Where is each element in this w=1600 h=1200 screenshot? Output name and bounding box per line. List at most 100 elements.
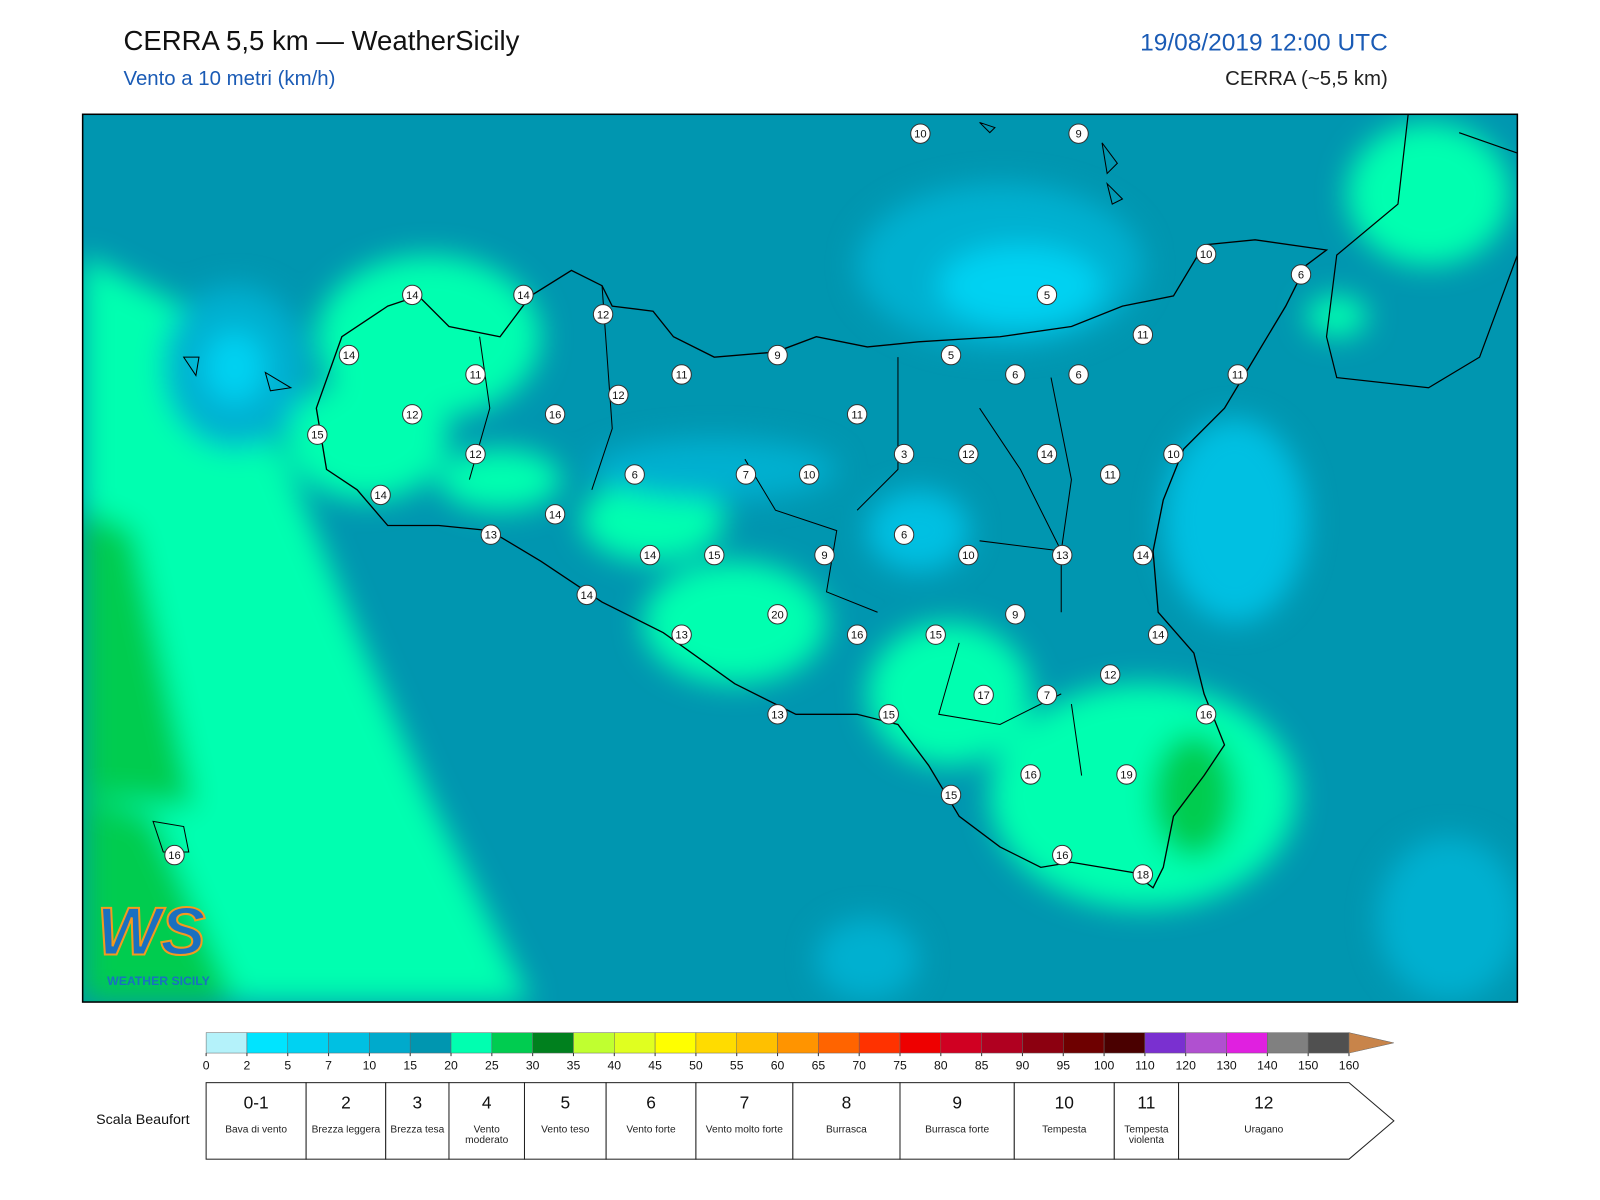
- color-box: [1144, 1032, 1186, 1054]
- color-box: [1185, 1032, 1227, 1054]
- station-value: 10: [962, 550, 974, 562]
- color-box: [1267, 1032, 1309, 1054]
- station-marker: [1005, 604, 1026, 625]
- colorbar-tick-label: 45: [648, 1059, 662, 1073]
- station-marker: [1068, 364, 1089, 385]
- color-box: [818, 1032, 860, 1054]
- station-value: 14: [1152, 630, 1164, 642]
- station-marker: [878, 704, 899, 725]
- station-value: 10: [914, 129, 926, 141]
- color-box: [409, 1032, 452, 1054]
- field-shading: [82, 122, 1518, 1003]
- station-marker: [973, 684, 994, 706]
- station-marker: [1195, 704, 1217, 725]
- colorbar-tick-label: 70: [852, 1059, 866, 1073]
- beaufort-label-box: Vento teso: [541, 1126, 589, 1136]
- beaufort-cell: [385, 1082, 450, 1160]
- station-value: 9: [1075, 129, 1081, 141]
- station-value: 10: [1167, 449, 1179, 461]
- station-value: 14: [644, 550, 656, 562]
- station-value: 14: [343, 350, 355, 362]
- station-value: 14: [406, 290, 418, 302]
- station-marker: [958, 443, 979, 465]
- beaufort-cell: [1178, 1082, 1395, 1160]
- station-value: 6: [1012, 369, 1018, 381]
- beaufort-cell: [305, 1082, 387, 1160]
- station-marker: [624, 464, 645, 485]
- station-value: 16: [1056, 850, 1068, 862]
- beaufort-label-box: Burrasca: [826, 1125, 867, 1136]
- color-box: [450, 1032, 493, 1054]
- station-marker: [307, 424, 328, 445]
- station-marker: [814, 544, 835, 566]
- station-value: 15: [929, 630, 941, 642]
- station-value: 11: [851, 409, 863, 421]
- station-value: 3: [901, 449, 907, 461]
- colorbar-tick-label: 85: [975, 1059, 989, 1073]
- beaufort-force: 4: [482, 1093, 492, 1113]
- colorbar-tick-label: 30: [526, 1059, 540, 1073]
- logo-name: WEATHER SICILY: [107, 974, 210, 988]
- color-box: [695, 1032, 737, 1054]
- stations: 10 9 10 6 14 14 5 12 11 14 9 5 11 11 6 6 11 12 12 16 11 15 3 12…: [164, 123, 1312, 885]
- station-marker: [798, 464, 820, 485]
- station-marker: [767, 704, 788, 725]
- station-marker: [608, 384, 629, 406]
- beaufort-label-box: Bava di vento: [225, 1126, 287, 1136]
- beaufort-label: Vento molto forte: [705, 1125, 783, 1136]
- station-value: 14: [374, 490, 386, 502]
- beaufort-cell: [605, 1082, 697, 1160]
- station-marker: [767, 344, 788, 366]
- station-marker: [592, 304, 614, 325]
- color-box: [654, 1032, 697, 1054]
- station-marker: [910, 123, 931, 144]
- color-box: [614, 1032, 656, 1054]
- station-marker: [1100, 464, 1121, 485]
- station-value: 14: [580, 590, 592, 602]
- colorbar-tick-label: 0: [203, 1059, 210, 1073]
- station-marker: [1052, 844, 1073, 866]
- colorbar-tick-label: 150: [1298, 1059, 1319, 1073]
- station-value: 13: [1056, 550, 1068, 562]
- station-marker: [1195, 243, 1217, 265]
- station-value: 14: [549, 509, 561, 521]
- station-value: 7: [743, 469, 749, 481]
- beaufort-cell: [1113, 1082, 1180, 1160]
- color-box: [858, 1032, 901, 1054]
- station-marker: [893, 524, 915, 545]
- beaufort-force: 7: [740, 1093, 750, 1113]
- colorbar-tick-label: 75: [893, 1059, 907, 1073]
- station-value: 13: [485, 530, 497, 542]
- station-value: 12: [469, 449, 481, 461]
- station-value: 17: [977, 690, 989, 702]
- station-value: 12: [597, 309, 609, 321]
- station-value: 19: [1120, 769, 1132, 781]
- colorbar: 0 2 5 7 10 15 20 25 30 35 40 45 50 55 60 65 70 75 80 85 90 95…: [203, 1032, 1394, 1073]
- station-value: 5: [948, 350, 954, 362]
- colorbar-tick-label: 2: [244, 1059, 251, 1073]
- colorbar-tick-label: 60: [771, 1059, 785, 1073]
- beaufort-force: 9: [952, 1093, 962, 1113]
- map-frame: [81, 113, 1519, 1003]
- station-marker: [846, 624, 868, 645]
- station-value: 9: [774, 350, 780, 362]
- station-marker: [940, 344, 962, 366]
- colorbar-tick-label: 25: [485, 1059, 499, 1073]
- station-value: 11: [470, 369, 482, 381]
- beaufort-force: 5: [560, 1093, 570, 1113]
- color-box: [981, 1032, 1023, 1054]
- station-marker: [846, 404, 868, 425]
- station-value: 10: [1200, 249, 1212, 261]
- station-marker: [1068, 123, 1089, 144]
- station-marker: [958, 544, 979, 566]
- color-box: [1063, 1032, 1105, 1054]
- colorbar-arrow: [1348, 1032, 1394, 1054]
- station-value: 12: [1104, 669, 1116, 681]
- beaufort-label: Burrasca: [826, 1125, 867, 1136]
- color-box: [369, 1032, 411, 1054]
- colorbar-tick-label: 65: [812, 1059, 826, 1073]
- station-marker: [1052, 544, 1073, 566]
- colorbar-tick-label: 95: [1056, 1059, 1070, 1073]
- beaufort-label-box: Tempesta violenta: [1124, 1126, 1168, 1146]
